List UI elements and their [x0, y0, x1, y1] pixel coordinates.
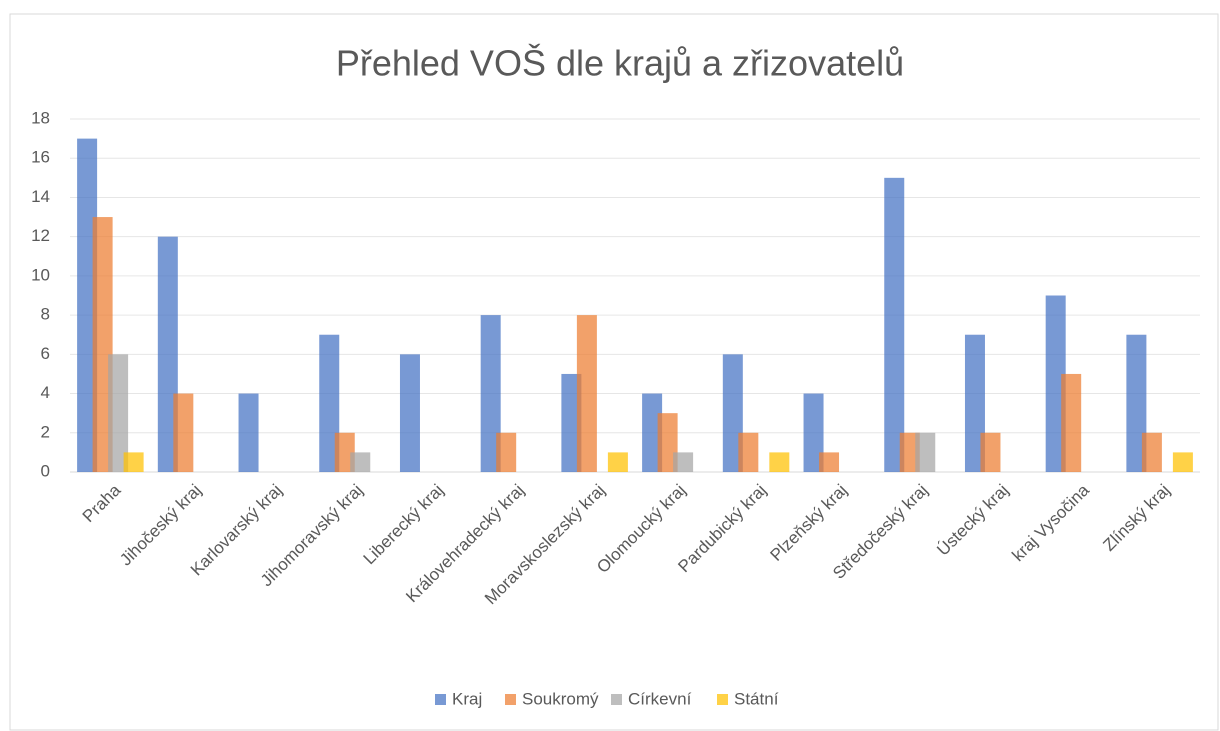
y-tick-label: 14	[31, 187, 50, 206]
legend-label: Kraj	[452, 689, 482, 708]
y-tick-label: 16	[31, 148, 50, 167]
bar	[884, 177, 905, 473]
bar	[899, 432, 920, 472]
bar	[108, 354, 129, 472]
bar	[803, 393, 824, 472]
bar	[1141, 432, 1162, 472]
y-tick-label: 18	[31, 108, 50, 127]
y-tick-label: 12	[31, 226, 50, 245]
legend-swatch	[611, 694, 622, 705]
legend-label: Státní	[734, 689, 779, 708]
bar	[157, 236, 178, 472]
bar	[480, 315, 501, 472]
bar	[964, 334, 985, 472]
bar	[576, 315, 597, 472]
bar	[1045, 295, 1066, 472]
y-tick-label: 4	[41, 383, 50, 402]
bar	[980, 432, 1001, 472]
bar	[238, 393, 259, 472]
bar	[92, 217, 113, 472]
bar	[496, 432, 517, 472]
y-tick-label: 0	[41, 461, 50, 480]
bar	[319, 334, 340, 472]
legend-label: Církevní	[628, 689, 692, 708]
bar	[1061, 373, 1082, 472]
bar	[77, 138, 98, 472]
y-tick-label: 6	[41, 344, 50, 363]
bar	[561, 373, 582, 472]
legend-swatch	[435, 694, 446, 705]
bar	[738, 432, 759, 472]
y-tick-label: 10	[31, 265, 50, 284]
bar	[1126, 334, 1147, 472]
chart-title: Přehled VOŠ dle krajů a zřizovatelů	[336, 43, 904, 84]
bar	[819, 452, 840, 472]
bar	[642, 393, 663, 472]
bar	[607, 452, 628, 472]
bar	[399, 354, 420, 472]
y-tick-label: 8	[41, 305, 50, 324]
bar	[915, 432, 936, 472]
bar	[350, 452, 371, 472]
bar	[1172, 452, 1193, 472]
chart-frame	[9, 13, 1219, 731]
bar	[173, 393, 194, 472]
bar	[334, 432, 355, 472]
bar	[657, 413, 678, 472]
bar	[722, 354, 743, 472]
legend-swatch	[717, 694, 728, 705]
bar	[673, 452, 694, 472]
bar	[769, 452, 790, 472]
bar	[123, 452, 144, 472]
legend-swatch	[505, 694, 516, 705]
legend-label: Soukromý	[522, 689, 599, 708]
y-tick-label: 2	[41, 422, 50, 441]
